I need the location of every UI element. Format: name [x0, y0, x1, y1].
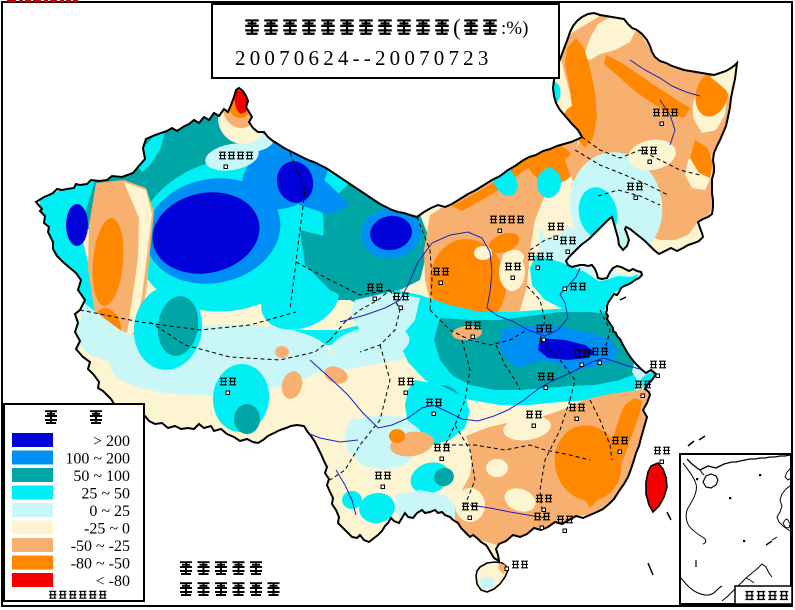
svg-text:50 ~ 100: 50 ~ 100 — [73, 468, 130, 485]
svg-text:> 200: > 200 — [93, 433, 130, 450]
svg-text:-25 ~ 0: -25 ~ 0 — [84, 521, 130, 538]
svg-text:0 ~ 25: 0 ~ 25 — [89, 503, 130, 520]
svg-text:-50 ~ -25: -50 ~ -25 — [71, 538, 130, 555]
svg-text::%): :%) — [501, 18, 528, 39]
svg-text:25 ~ 50: 25 ~ 50 — [81, 486, 130, 503]
svg-text:< -80: < -80 — [96, 573, 130, 590]
svg-text:100 ~ 200: 100 ~ 200 — [65, 451, 130, 468]
svg-text:20070624--20070723: 20070624--20070723 — [235, 46, 493, 70]
svg-text:-80 ~ -50: -80 ~ -50 — [71, 556, 130, 573]
svg-text:(: ( — [453, 15, 461, 40]
